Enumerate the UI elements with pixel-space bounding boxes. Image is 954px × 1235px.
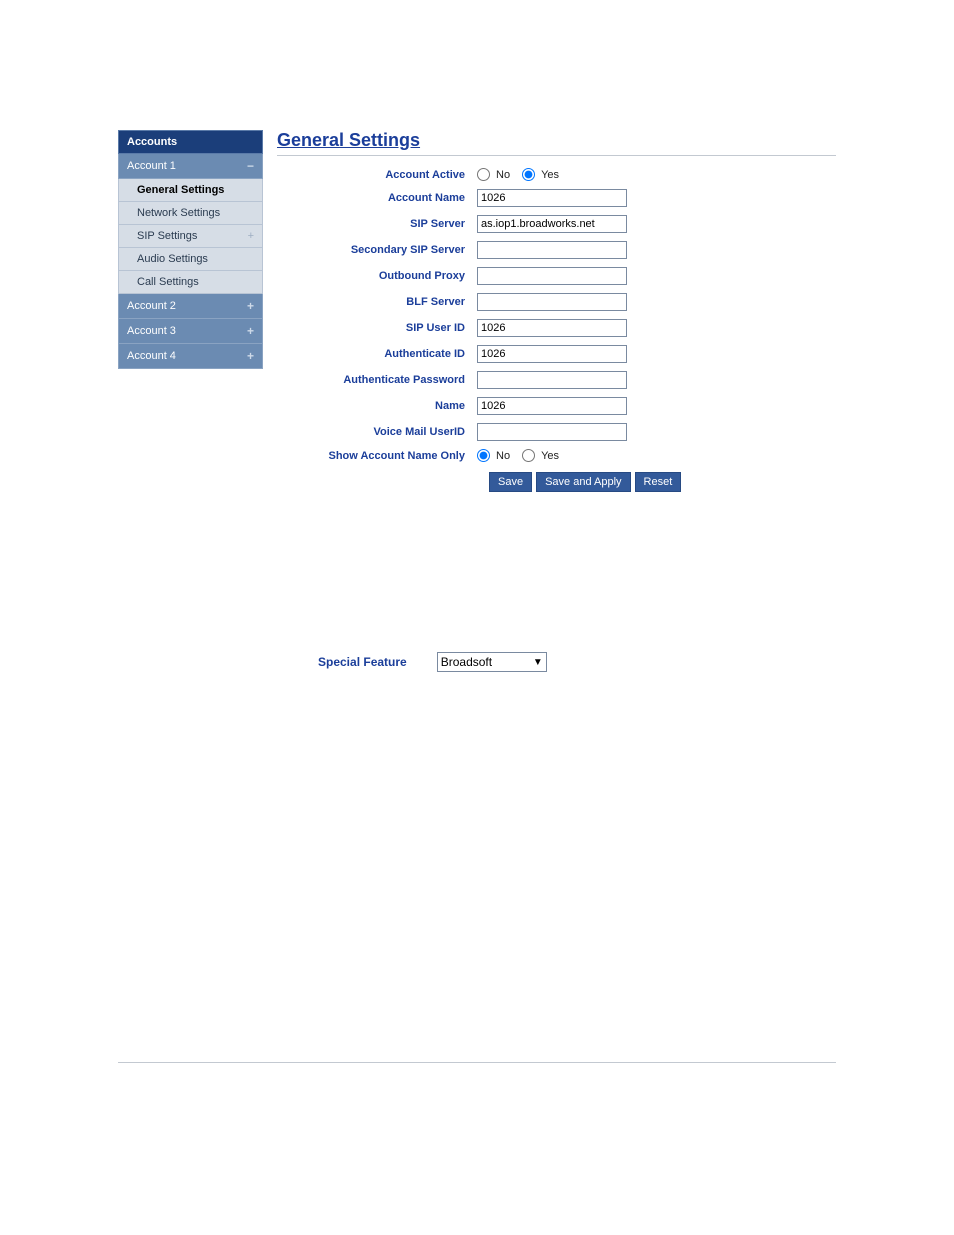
account-name-label: Account Name bbox=[277, 192, 477, 204]
sidebar-title: Accounts bbox=[118, 130, 263, 154]
sidebar-item-label: Audio Settings bbox=[137, 253, 208, 265]
sidebar-account-3[interactable]: Account 3 + bbox=[118, 319, 263, 344]
sip-user-id-input[interactable] bbox=[477, 319, 627, 337]
sidebar-item-general-settings[interactable]: General Settings bbox=[118, 179, 263, 202]
name-input[interactable] bbox=[477, 397, 627, 415]
secondary-sip-server-input[interactable] bbox=[477, 241, 627, 259]
voice-mail-userid-input[interactable] bbox=[477, 423, 627, 441]
sidebar-account-2[interactable]: Account 2 + bbox=[118, 294, 263, 319]
plus-icon: + bbox=[248, 230, 254, 242]
secondary-sip-server-label: Secondary SIP Server bbox=[277, 244, 477, 256]
save-button[interactable]: Save bbox=[489, 472, 532, 492]
show-account-name-only-no-label: No bbox=[496, 450, 510, 462]
plus-icon: + bbox=[247, 349, 254, 363]
show-account-name-only-label: Show Account Name Only bbox=[277, 450, 477, 462]
sidebar-account-label: Account 2 bbox=[127, 300, 176, 312]
sidebar-account-4[interactable]: Account 4 + bbox=[118, 344, 263, 369]
account-active-yes-label: Yes bbox=[541, 169, 559, 181]
authenticate-id-label: Authenticate ID bbox=[277, 348, 477, 360]
sidebar-account-label: Account 3 bbox=[127, 325, 176, 337]
footer-divider bbox=[118, 1062, 836, 1063]
general-settings-form: Account Active No Yes Account Name SIP S… bbox=[277, 168, 836, 492]
account-active-label: Account Active bbox=[277, 169, 477, 181]
sidebar-item-audio-settings[interactable]: Audio Settings bbox=[118, 248, 263, 271]
account-active-yes-radio[interactable] bbox=[522, 168, 535, 181]
authenticate-password-label: Authenticate Password bbox=[277, 374, 477, 386]
plus-icon: + bbox=[247, 324, 254, 338]
sidebar-item-sip-settings[interactable]: SIP Settings + bbox=[118, 225, 263, 248]
account-active-no-radio[interactable] bbox=[477, 168, 490, 181]
account-active-no-label: No bbox=[496, 169, 510, 181]
outbound-proxy-label: Outbound Proxy bbox=[277, 270, 477, 282]
show-account-name-only-no-radio[interactable] bbox=[477, 449, 490, 462]
sip-user-id-label: SIP User ID bbox=[277, 322, 477, 334]
blf-server-label: BLF Server bbox=[277, 296, 477, 308]
sidebar-item-label: Call Settings bbox=[137, 276, 199, 288]
sip-server-input[interactable] bbox=[477, 215, 627, 233]
name-label: Name bbox=[277, 400, 477, 412]
plus-icon: + bbox=[247, 299, 254, 313]
sidebar-item-label: General Settings bbox=[137, 184, 224, 196]
sidebar-item-call-settings[interactable]: Call Settings bbox=[118, 271, 263, 294]
authenticate-password-input[interactable] bbox=[477, 371, 627, 389]
special-feature-select[interactable]: Broadsoft ▼ bbox=[437, 652, 547, 672]
page-title: General Settings bbox=[277, 130, 836, 156]
main-panel: General Settings Account Active No Yes A… bbox=[263, 130, 836, 492]
special-feature-row: Special Feature Broadsoft ▼ bbox=[318, 652, 836, 672]
sidebar-account-label: Account 1 bbox=[127, 160, 176, 172]
show-account-name-only-yes-label: Yes bbox=[541, 450, 559, 462]
special-feature-selected: Broadsoft bbox=[441, 655, 492, 669]
minus-icon: − bbox=[247, 159, 254, 173]
sidebar-item-label: Network Settings bbox=[137, 207, 220, 219]
reset-button[interactable]: Reset bbox=[635, 472, 682, 492]
outbound-proxy-input[interactable] bbox=[477, 267, 627, 285]
blf-server-input[interactable] bbox=[477, 293, 627, 311]
sidebar-account-label: Account 4 bbox=[127, 350, 176, 362]
chevron-down-icon: ▼ bbox=[533, 657, 543, 668]
authenticate-id-input[interactable] bbox=[477, 345, 627, 363]
sip-server-label: SIP Server bbox=[277, 218, 477, 230]
sidebar-item-network-settings[interactable]: Network Settings bbox=[118, 202, 263, 225]
sidebar-item-label: SIP Settings bbox=[137, 230, 197, 242]
account-name-input[interactable] bbox=[477, 189, 627, 207]
save-and-apply-button[interactable]: Save and Apply bbox=[536, 472, 630, 492]
special-feature-label: Special Feature bbox=[318, 655, 407, 669]
show-account-name-only-yes-radio[interactable] bbox=[522, 449, 535, 462]
sidebar-account-1[interactable]: Account 1 − bbox=[118, 154, 263, 179]
voice-mail-userid-label: Voice Mail UserID bbox=[277, 426, 477, 438]
accounts-sidebar: Accounts Account 1 − General Settings Netwo… bbox=[118, 130, 263, 369]
